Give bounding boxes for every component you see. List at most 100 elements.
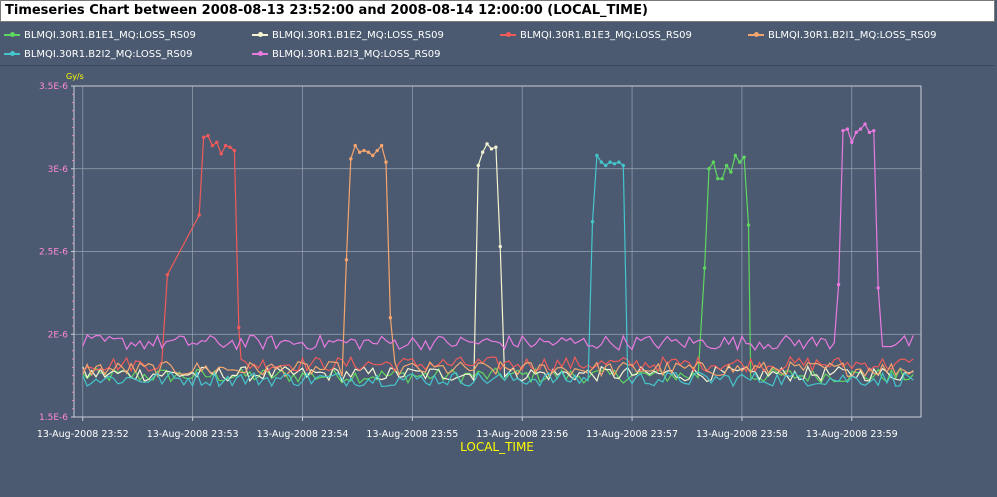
legend-swatch xyxy=(4,47,20,61)
data-point xyxy=(845,127,850,131)
data-point xyxy=(621,163,625,168)
data-point xyxy=(366,150,371,154)
data-point xyxy=(867,130,872,135)
data-point xyxy=(612,162,617,166)
data-point xyxy=(746,223,751,227)
data-point xyxy=(349,157,353,161)
series-line xyxy=(82,134,914,373)
legend-label: BLMQI.30R1.B1E1_MQ:LOSS_RS09 xyxy=(24,29,196,41)
data-point xyxy=(480,150,485,154)
data-point xyxy=(379,143,384,148)
data-point xyxy=(858,127,863,131)
data-point xyxy=(494,145,498,149)
series-line xyxy=(82,154,914,385)
x-tick-label: 13-Aug-2008 23:58 xyxy=(696,429,788,440)
legend-swatch xyxy=(252,47,268,61)
data-point xyxy=(384,160,388,164)
data-point xyxy=(228,145,232,149)
legend-item: BLMQI.30R1.B1E3_MQ:LOSS_RS09 xyxy=(500,28,692,42)
y-tick-label: 3.5E-6 xyxy=(39,82,68,92)
data-point xyxy=(599,160,604,164)
data-point xyxy=(197,213,201,217)
legend-item: BLMQI.30R1.B2I1_MQ:LOSS_RS09 xyxy=(748,28,936,42)
legend-swatch xyxy=(748,28,764,42)
legend-item: BLMQI.30R1.B2I2_MQ:LOSS_RS09 xyxy=(4,47,192,61)
data-point xyxy=(219,152,223,156)
data-point xyxy=(841,128,845,133)
data-point xyxy=(206,133,210,138)
data-point xyxy=(617,160,621,164)
legend-swatch xyxy=(252,28,268,42)
series-lines xyxy=(82,122,914,388)
data-point xyxy=(836,282,841,287)
x-tick-label: 13-Aug-2008 23:57 xyxy=(586,429,678,440)
legend-label: BLMQI.30R1.B2I2_MQ:LOSS_RS09 xyxy=(24,48,193,60)
data-point xyxy=(237,325,241,330)
data-point xyxy=(854,130,858,135)
y-tick-label: 3E-6 xyxy=(48,165,69,175)
axes: 1.5E-6 2E-6 2.5E-6 3E-6 3.5E-6 13-Aug-2008 23… xyxy=(37,82,922,440)
chart-title: Timeseries Chart between 2008-08-13 23:5… xyxy=(5,3,648,18)
series-line xyxy=(82,144,914,378)
x-tick-label: 13-Aug-2008 23:59 xyxy=(806,429,898,440)
data-point xyxy=(850,140,854,144)
data-point xyxy=(604,163,608,168)
data-point xyxy=(371,153,375,158)
x-tick-label: 13-Aug-2008 23:53 xyxy=(147,429,239,440)
legend-label: BLMQI.30R1.B2I3_MQ:LOSS_RS09 xyxy=(272,48,441,60)
x-tick-label: 13-Aug-2008 23:56 xyxy=(476,429,568,440)
data-point xyxy=(872,128,876,133)
legend: BLMQI.30R1.B1E1_MQ:LOSS_RS09 BLMQI.30R1.B… xyxy=(0,23,995,66)
data-point xyxy=(733,153,738,158)
data-point xyxy=(476,163,480,168)
series-line xyxy=(82,123,914,352)
x-axis-title: LOCAL_TIME xyxy=(460,440,534,454)
y-tick-label: 2.5E-6 xyxy=(39,248,68,258)
data-point xyxy=(608,160,612,164)
data-point xyxy=(489,147,494,151)
legend-item: BLMQI.30R1.B1E1_MQ:LOSS_RS09 xyxy=(4,28,196,42)
data-point xyxy=(863,122,867,126)
data-point xyxy=(738,160,742,164)
x-tick-label: 13-Aug-2008 23:52 xyxy=(37,429,129,440)
series-line xyxy=(82,142,914,383)
legend-label: BLMQI.30R1.B2I1_MQ:LOSS_RS09 xyxy=(768,29,937,41)
data-point xyxy=(344,258,349,262)
data-point xyxy=(357,150,362,154)
y-tick-label: 2E-6 xyxy=(48,330,69,340)
data-point xyxy=(498,244,502,249)
data-point xyxy=(595,153,599,158)
data-point xyxy=(201,135,206,140)
data-point xyxy=(702,266,707,270)
legend-label: BLMQI.30R1.B1E2_MQ:LOSS_RS09 xyxy=(272,29,444,41)
legend-swatch xyxy=(4,28,20,42)
data-point xyxy=(707,167,711,171)
y-tick-label: 1.5E-6 xyxy=(39,413,68,423)
data-point xyxy=(711,160,716,164)
chart-title-bar: Timeseries Chart between 2008-08-13 23:5… xyxy=(0,0,995,22)
data-point xyxy=(232,148,237,153)
data-point xyxy=(388,316,393,320)
legend-label: BLMQI.30R1.B1E3_MQ:LOSS_RS09 xyxy=(520,29,692,41)
data-point xyxy=(353,143,357,148)
data-point xyxy=(724,163,729,168)
data-point xyxy=(742,155,746,159)
data-point xyxy=(165,272,170,277)
data-point xyxy=(362,148,366,153)
data-point xyxy=(590,220,595,224)
data-point xyxy=(210,143,215,148)
legend-item: BLMQI.30R1.B1E2_MQ:LOSS_RS09 xyxy=(252,28,444,42)
legend-item: BLMQI.30R1.B2I3_MQ:LOSS_RS09 xyxy=(252,47,440,61)
x-tick-label: 13-Aug-2008 23:55 xyxy=(366,429,458,440)
series-line xyxy=(82,153,914,388)
data-point xyxy=(485,142,489,146)
data-point xyxy=(716,176,720,181)
x-tick-label: 13-Aug-2008 23:54 xyxy=(257,429,349,440)
legend-swatch xyxy=(500,28,516,42)
data-point xyxy=(729,170,733,174)
data-point xyxy=(876,286,880,290)
data-point xyxy=(720,176,724,181)
y-axis-unit: Gy/s xyxy=(66,72,84,81)
data-point xyxy=(215,140,219,144)
